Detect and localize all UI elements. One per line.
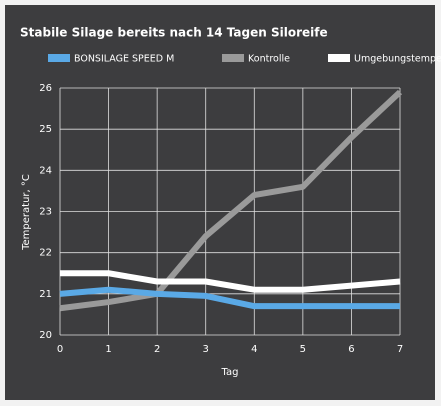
y-axis-label: Temperatur, °C [21,174,32,251]
x-tick-label: 4 [251,344,257,355]
legend-label: Kontrolle [248,54,290,65]
legend-swatch [328,54,350,62]
y-tick-label: 21 [39,289,52,300]
panel [5,5,435,400]
x-tick-label: 5 [300,344,306,355]
line [59,89,403,312]
legend-swatch [48,54,70,62]
y-tick-label: 22 [39,248,52,259]
y-tick-label: 24 [39,165,52,176]
y-tick-label: 23 [39,207,52,218]
line [59,286,400,310]
y-tick-label: 25 [39,124,52,135]
x-tick-label: 1 [105,344,111,355]
x-tick-label: 6 [348,344,354,355]
legend-label: Umgebungstemperatur [354,54,441,65]
x-tick-label: 0 [57,344,63,355]
x-axis-label: Tag [221,367,239,378]
y-tick-label: 20 [39,330,52,341]
x-tick-label: 7 [397,344,403,355]
legend-swatch [222,54,244,62]
legend-label: BONSILAGE SPEED M [74,54,174,65]
x-tick-label: 3 [203,344,209,355]
chart-title: Stabile Silage bereits nach 14 Tagen Sil… [20,26,328,40]
x-tick-label: 2 [154,344,160,355]
y-tick-label: 26 [39,83,52,94]
line [60,270,401,293]
